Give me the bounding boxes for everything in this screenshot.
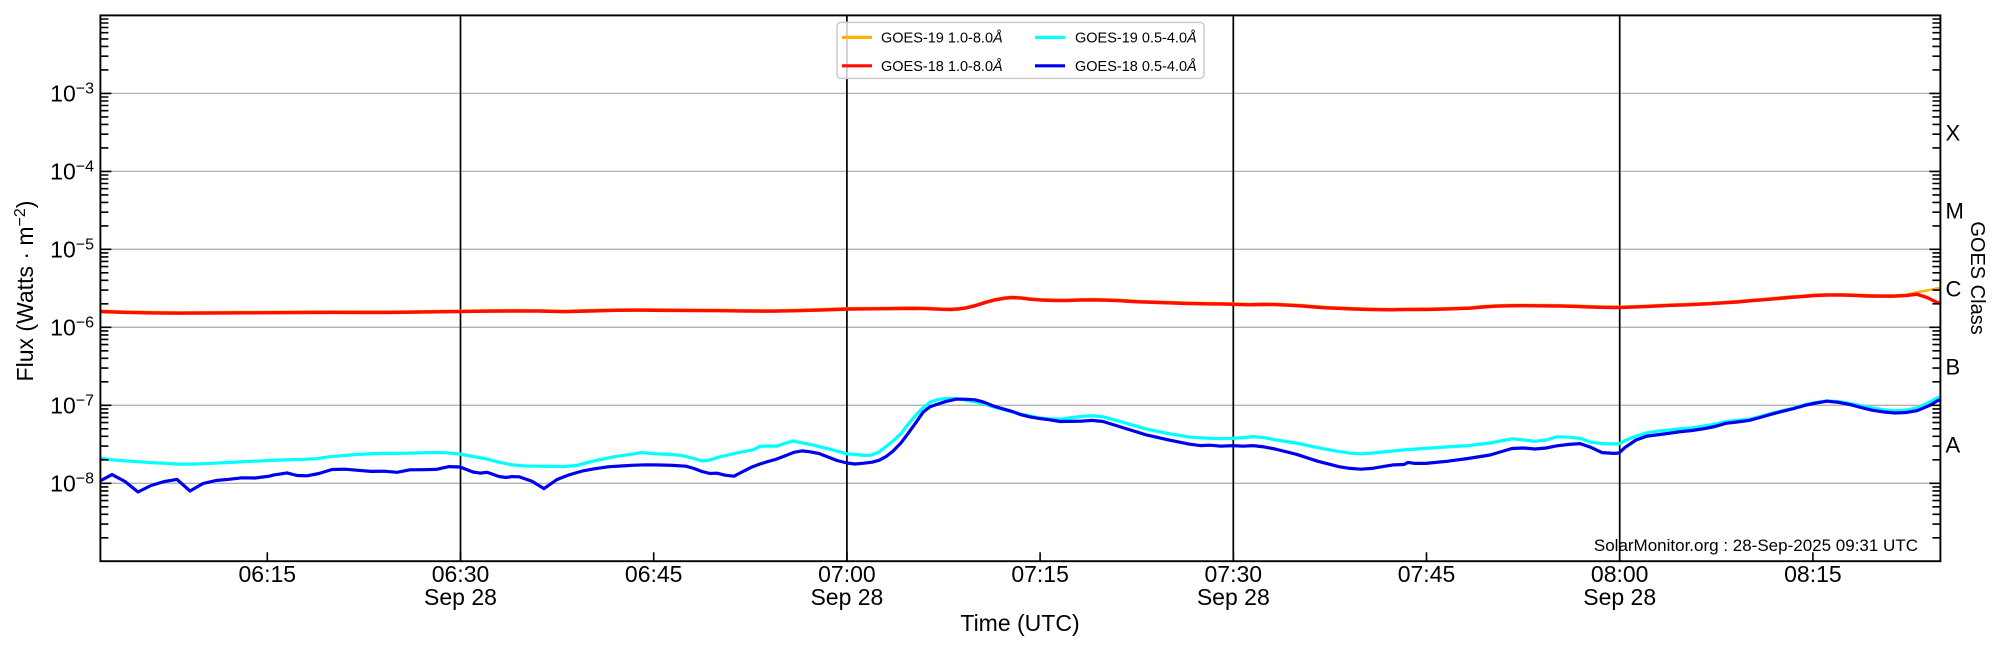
svg-text:Sep 28: Sep 28 xyxy=(1197,584,1270,610)
svg-text:10−6: 10−6 xyxy=(50,314,94,340)
svg-text:Flux (Watts · m−2): Flux (Watts · m−2) xyxy=(12,201,38,382)
svg-text:10−3: 10−3 xyxy=(50,80,94,106)
svg-text:Sep 28: Sep 28 xyxy=(810,584,883,610)
svg-text:08:15: 08:15 xyxy=(1784,561,1842,587)
svg-text:06:15: 06:15 xyxy=(239,561,297,587)
svg-text:M: M xyxy=(1946,198,1964,223)
svg-text:C: C xyxy=(1946,276,1962,301)
svg-text:07:45: 07:45 xyxy=(1398,561,1456,587)
svg-text:10−4: 10−4 xyxy=(50,158,94,184)
svg-text:B: B xyxy=(1946,354,1961,379)
svg-text:X: X xyxy=(1946,120,1961,145)
svg-text:07:30: 07:30 xyxy=(1205,561,1263,587)
svg-text:08:00: 08:00 xyxy=(1591,561,1649,587)
svg-text:10−7: 10−7 xyxy=(50,392,94,418)
svg-text:07:00: 07:00 xyxy=(818,561,876,587)
svg-text:06:30: 06:30 xyxy=(432,561,490,587)
svg-text:Sep 28: Sep 28 xyxy=(424,584,497,610)
svg-text:GOES Class: GOES Class xyxy=(1966,221,1988,334)
svg-text:GOES-19 1.0-8.0Å: GOES-19 1.0-8.0Å xyxy=(881,29,1003,46)
svg-text:10−5: 10−5 xyxy=(50,236,94,262)
svg-text:A: A xyxy=(1946,432,1961,457)
svg-text:GOES-18 0.5-4.0Å: GOES-18 0.5-4.0Å xyxy=(1075,58,1197,75)
svg-text:10−8: 10−8 xyxy=(50,470,94,496)
svg-text:Sep 28: Sep 28 xyxy=(1583,584,1656,610)
svg-text:07:15: 07:15 xyxy=(1011,561,1069,587)
svg-text:GOES-18 1.0-8.0Å: GOES-18 1.0-8.0Å xyxy=(881,58,1003,75)
svg-text:GOES-19 0.5-4.0Å: GOES-19 0.5-4.0Å xyxy=(1075,29,1197,46)
svg-text:Time (UTC): Time (UTC) xyxy=(960,610,1079,636)
svg-text:06:45: 06:45 xyxy=(625,561,683,587)
svg-text:SolarMonitor.org : 28-Sep-2025: SolarMonitor.org : 28-Sep-2025 09:31 UTC xyxy=(1594,536,1918,555)
